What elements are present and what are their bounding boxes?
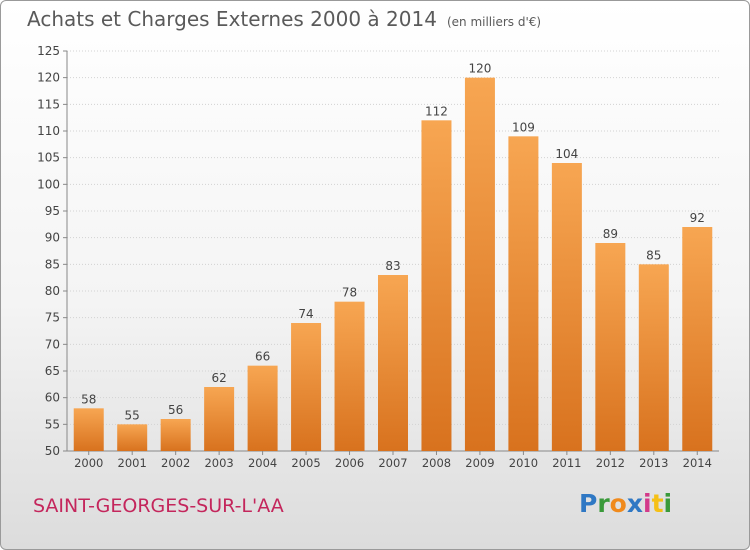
bar-2005 (291, 323, 322, 451)
x-tick-label-2000: 2000 (74, 456, 103, 470)
data-label-2000: 58 (81, 392, 96, 406)
data-label-2005: 74 (298, 307, 313, 321)
y-tick-label: 80 (45, 284, 60, 298)
data-label-2013: 85 (646, 248, 661, 262)
y-tick-label: 110 (37, 124, 60, 138)
x-tick-label-2005: 2005 (291, 456, 320, 470)
bar-2009 (464, 77, 495, 452)
commune-name: SAINT-GEORGES-SUR-L'AA (33, 495, 284, 517)
y-tick-label: 85 (45, 257, 60, 271)
y-tick-label: 100 (37, 177, 60, 191)
bar-2011 (551, 163, 582, 451)
bar-2007 (378, 275, 408, 451)
data-label-2003: 62 (211, 371, 226, 385)
x-tick-label-2014: 2014 (683, 456, 712, 470)
x-tick-label-2003: 2003 (204, 456, 233, 470)
bar-2012 (595, 243, 626, 451)
y-tick-label: 95 (45, 204, 60, 218)
data-label-2002: 56 (168, 403, 183, 417)
x-tick-label-2011: 2011 (552, 456, 581, 470)
x-tick-label-2010: 2010 (509, 456, 538, 470)
x-tick-label-2009: 2009 (465, 456, 494, 470)
bar-2013 (638, 264, 669, 451)
data-label-2014: 92 (690, 211, 705, 225)
data-label-2010: 109 (512, 120, 535, 134)
bar-2000 (73, 408, 104, 451)
y-tick-label: 125 (37, 44, 60, 58)
bar-2004 (247, 365, 278, 451)
data-label-2007: 83 (385, 259, 400, 273)
bar-2014 (682, 227, 713, 451)
proxiti-logo: Proxiti (579, 489, 673, 518)
y-tick-label: 75 (45, 311, 60, 325)
data-label-2004: 66 (255, 350, 270, 364)
bar-2003 (204, 387, 235, 451)
data-label-2008: 112 (425, 104, 448, 118)
chart-title: Achats et Charges Externes 2000 à 2014 (e… (27, 7, 541, 31)
y-tick-label: 60 (45, 391, 60, 405)
y-tick-label: 105 (37, 151, 60, 165)
data-label-2006: 78 (342, 286, 357, 300)
x-tick-label-2006: 2006 (335, 456, 364, 470)
bar-2008 (421, 120, 452, 451)
x-tick-label-2008: 2008 (422, 456, 451, 470)
x-tick-label-2002: 2002 (161, 456, 190, 470)
data-label-2001: 55 (125, 408, 140, 422)
y-tick-label: 115 (37, 97, 60, 111)
data-label-2012: 89 (603, 227, 618, 241)
title-unit: (en milliers d'€) (446, 15, 542, 29)
x-tick-label-2013: 2013 (639, 456, 668, 470)
data-label-2009: 120 (468, 62, 491, 76)
y-tick-label: 65 (45, 364, 60, 378)
y-tick-label: 120 (37, 71, 60, 85)
x-tick-label-2012: 2012 (596, 456, 625, 470)
bar-2002 (160, 419, 191, 451)
x-tick-label-2007: 2007 (378, 456, 407, 470)
bar-2006 (334, 301, 365, 451)
y-tick-label: 90 (45, 231, 60, 245)
x-tick-label-2001: 2001 (118, 456, 147, 470)
title-text: Achats et Charges Externes 2000 à 2014 (27, 7, 437, 31)
y-tick-label: 70 (45, 337, 60, 351)
data-label-2011: 104 (555, 147, 578, 161)
y-tick-label: 55 (45, 417, 60, 431)
bar-2001 (117, 424, 148, 451)
bar-2010 (508, 136, 539, 452)
x-tick-label-2004: 2004 (248, 456, 277, 470)
y-tick-label: 50 (45, 444, 60, 458)
